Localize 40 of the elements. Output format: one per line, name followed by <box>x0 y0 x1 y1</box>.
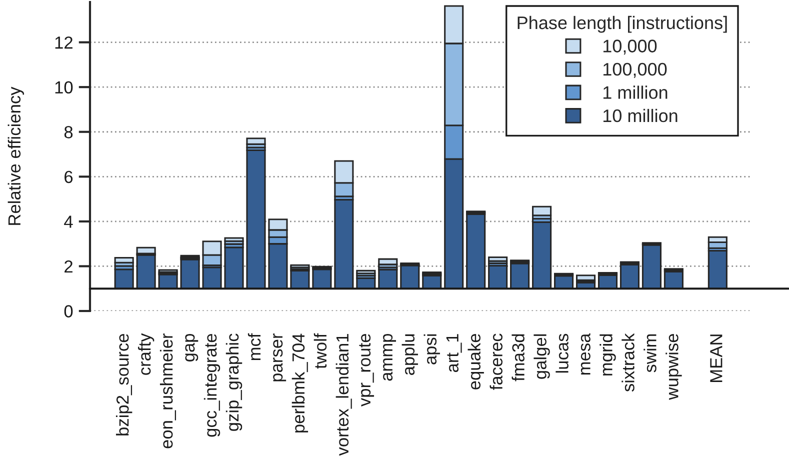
x-tick-label: mcf <box>248 333 261 360</box>
x-tick-label: gap <box>185 334 198 362</box>
x-tick-label: vortex_lendian1 <box>336 334 352 456</box>
legend-title: Phase length [instructions] <box>518 16 727 33</box>
legend-label: 10,000 <box>603 40 657 55</box>
y-tick-label: 10 <box>55 81 73 94</box>
y-axis-title: Relative efficiency <box>8 86 24 225</box>
x-tick-label: swim <box>644 334 656 372</box>
x-tick-label: lucas <box>556 334 568 373</box>
x-tick-label: galgel <box>534 334 550 379</box>
legend-label: 10 million <box>603 108 678 122</box>
x-tick-label: twolf <box>314 333 327 369</box>
x-tick-label: applu <box>402 334 418 375</box>
y-tick-label: 12 <box>55 36 72 49</box>
x-tick-label: perlbmk_704 <box>292 334 308 432</box>
x-tick-label: gzip_graphic <box>226 334 242 431</box>
x-tick-label: fma3d <box>512 334 524 382</box>
x-tick-label: wupwise <box>666 334 682 400</box>
x-tick-label: bzip2_source <box>116 334 132 436</box>
x-tick-label: apsi <box>424 334 440 364</box>
x-tick-label: parser <box>273 334 286 382</box>
legend-label: 1 million <box>603 86 668 99</box>
y-tick-label: 6 <box>64 170 73 184</box>
x-tick-label: facerec <box>490 334 502 390</box>
x-tick-label: sixtrack <box>622 333 634 392</box>
y-tick-label: 0 <box>64 305 73 318</box>
x-tick-label: mgrid <box>600 334 616 376</box>
y-tick-label: 2 <box>64 260 72 273</box>
y-tick-label: 4 <box>64 216 73 228</box>
x-tick-label: MEAN <box>710 334 722 382</box>
x-tick-label: eon_rushmeier <box>160 334 176 448</box>
legend-label: 100,000 <box>603 62 667 78</box>
x-tick-label: gcc_integrate <box>204 334 220 437</box>
y-tick-label: 8 <box>64 126 73 138</box>
x-tick-label: art_1 <box>446 334 462 372</box>
x-tick-label: mesa <box>580 333 590 375</box>
x-tick-label: crafty <box>138 333 154 375</box>
x-tick-label: vpr_route <box>359 334 374 406</box>
x-tick-label: ammp <box>383 334 396 381</box>
x-tick-label: equake <box>468 334 484 390</box>
